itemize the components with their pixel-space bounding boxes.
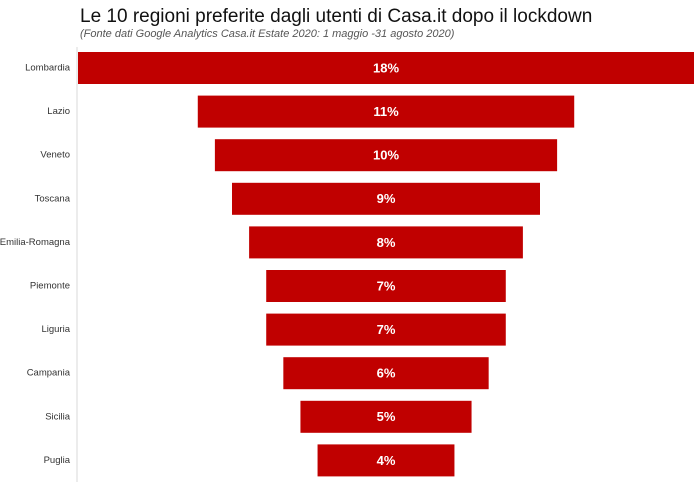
bar-lombardia	[78, 52, 694, 84]
bar-row-lazio: Lazio 11%	[47, 95, 575, 128]
bar-value-label: 5%	[377, 409, 396, 424]
category-label: Liguria	[41, 324, 70, 335]
bar-value-label: 18%	[373, 60, 399, 75]
bar-row-campania: Campania 6%	[27, 357, 489, 390]
bar-toscana	[232, 182, 540, 215]
bar-row-piemonte: Piemonte 7%	[30, 270, 506, 302]
bar-row-puglia: Puglia 4%	[44, 444, 455, 477]
bar-row-toscana: Toscana 9%	[35, 182, 540, 215]
bar-value-label: 8%	[377, 235, 396, 250]
category-label: Veneto	[40, 150, 70, 161]
bar-value-label: 11%	[373, 104, 399, 119]
bar-campania	[283, 357, 489, 390]
bar-value-label: 7%	[377, 278, 396, 293]
bar-piemonte	[266, 270, 506, 302]
bar-value-label: 7%	[377, 322, 396, 337]
bar-value-label: 9%	[377, 191, 396, 206]
category-label: Sicilia	[45, 411, 71, 422]
bar-value-label: 6%	[377, 366, 396, 381]
bar-puglia	[317, 444, 455, 477]
bar-row-emilia-romagna: Emilia-Romagna 8%	[0, 226, 523, 259]
category-label: Lombardia	[25, 63, 71, 74]
bar-row-sicilia: Sicilia 5%	[45, 400, 472, 433]
bar-veneto	[214, 139, 558, 172]
bar-value-label: 4%	[377, 453, 396, 468]
bar-emilia-romagna	[249, 226, 523, 259]
category-label: Lazio	[47, 106, 70, 117]
chart-title: Le 10 regioni preferite dagli utenti di …	[80, 6, 593, 27]
bar-row-lombardia: Lombardia 18%	[25, 52, 694, 84]
chart-subtitle: (Fonte dati Google Analytics Casa.it Est…	[80, 28, 455, 40]
category-label: Puglia	[44, 455, 71, 466]
category-label: Emilia-Romagna	[0, 237, 71, 248]
category-label: Piemonte	[30, 281, 70, 292]
bar-row-liguria: Liguria 7%	[41, 313, 506, 346]
category-label: Campania	[27, 368, 71, 379]
bar-value-label: 10%	[373, 148, 399, 163]
bar-row-veneto: Veneto 10%	[40, 139, 558, 172]
chart-rows: Lombardia 18% Lazio 11% Veneto 10% Toscana 9% Em…	[0, 52, 694, 477]
category-label: Toscana	[35, 193, 71, 204]
bar-sicilia	[300, 400, 472, 433]
bar-liguria	[266, 313, 506, 346]
bar-lazio	[197, 95, 575, 128]
